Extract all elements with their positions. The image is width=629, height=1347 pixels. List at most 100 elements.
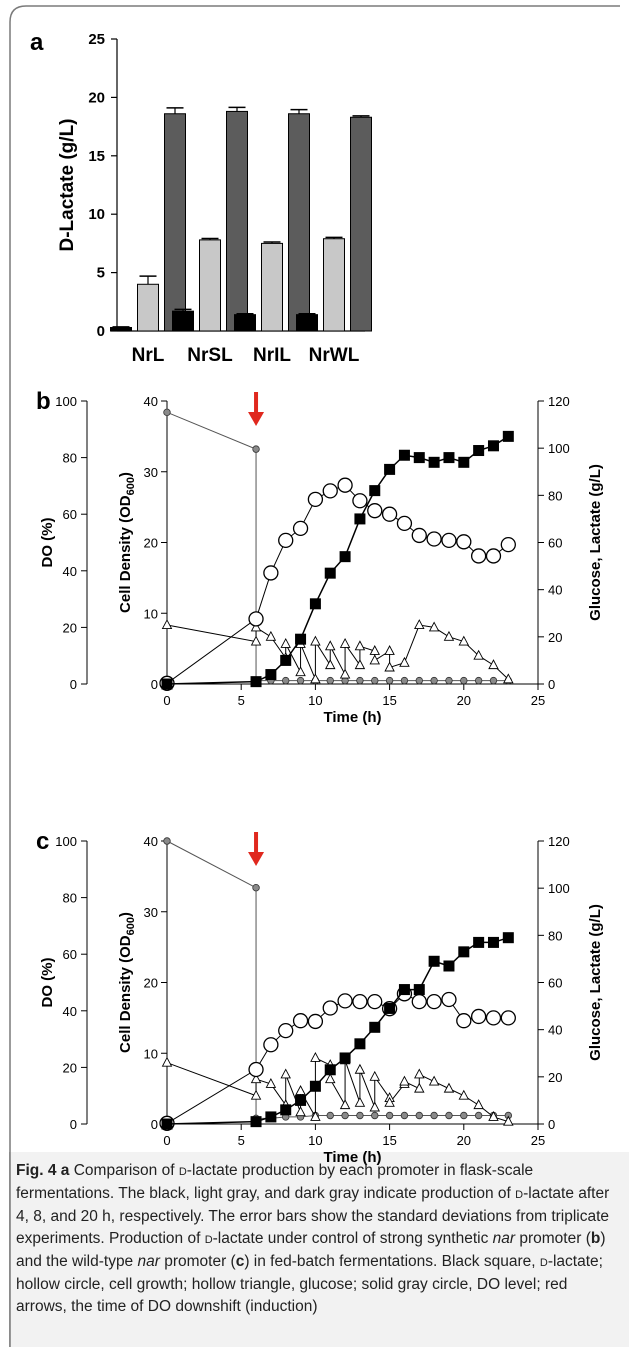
bar [288,113,310,332]
caption-small-caps-d: D [204,1234,213,1246]
glucose-marker [339,668,351,679]
lactate-marker [250,1116,262,1128]
lactate-marker [502,430,514,442]
glucose-marker [354,640,366,651]
glucose-marker [295,1085,306,1095]
bar [296,314,318,332]
cell-tick-label: 20 [144,976,158,991]
x-tick-label: 10 [308,1133,322,1148]
glucose-marker [324,640,336,651]
lactate-marker [443,960,455,972]
series-line-hollow-triangle [166,1057,509,1123]
cell-density-marker [307,1013,324,1030]
lactate-marker [265,669,277,681]
cell-tick-label: 0 [151,677,158,692]
x-category-label: NrIL [253,345,291,366]
caption-small-caps-d: D [178,1166,187,1178]
lactate-marker [487,440,499,452]
right-tick-label: 20 [548,630,562,645]
caption-fig-label: Fig. 4 [16,1162,57,1179]
cell-density-marker [248,1061,264,1078]
cell-density-marker [485,548,502,564]
do-tick-label: 80 [63,451,77,466]
caption-panel-a: a [60,1162,70,1179]
bar [323,238,345,332]
glucose-marker [310,673,321,684]
glucose-marker [250,635,262,646]
bar [164,113,186,332]
x-tick-label: 20 [457,693,471,708]
cell-density-marker [322,483,338,499]
glucose-marker [473,1099,484,1110]
caption-text: -lactate; hollow circle, cell growth; ho… [16,1253,603,1315]
cell-tick-label: 0 [151,1117,158,1132]
do-marker [430,1111,438,1120]
do-marker [460,676,468,685]
caption-text: -lactate after 4, 8, and 20 h, respectiv… [16,1185,610,1247]
bar [110,326,132,332]
caption-text: ) and the wild-type [16,1230,606,1270]
glucose-marker [414,1082,425,1093]
cell-density-marker [381,506,398,522]
do-marker [460,1111,468,1120]
cell-density-marker [367,993,383,1010]
glucose-marker [458,1089,470,1100]
glucose-marker [354,1063,366,1074]
bar [261,242,283,332]
cell-tick-label: 40 [144,834,158,849]
cell-density-marker [263,565,279,581]
glucose-marker [384,645,395,655]
series-line-hollow-circle [166,484,509,684]
line-chart-panel-c: c 0 20 40 60 80 100 0 10 20 30 40 0 20 40 60 80 100 120 0 5 1… [36,828,604,1166]
do-marker [252,445,260,453]
cell-density-marker [456,1013,472,1029]
caption-panel-c: c [235,1253,245,1270]
do-axis-label: DO (%) [39,518,56,568]
glucose-marker [369,1070,381,1081]
do-marker [489,676,498,685]
x-tick-label: 0 [163,693,170,708]
bar [199,239,221,332]
do-tick-label: 60 [63,947,77,962]
bar [234,314,256,332]
glucose-marker [354,1096,366,1107]
glucose-marker [250,621,262,632]
do-marker [385,676,394,685]
lactate-marker [295,633,307,645]
glucose-marker [310,635,321,646]
glucose-marker [354,659,366,670]
lactate-marker [280,1104,292,1116]
do-marker [163,408,171,417]
do-tick-label: 80 [63,891,77,906]
lactate-marker [309,1080,321,1092]
right-tick-label: 100 [548,881,570,896]
glucose-marker [458,635,470,646]
do-tick-label: 40 [63,564,77,579]
glucose-marker [161,1056,173,1067]
cell-density-marker [307,491,324,507]
do-axis-label: DO (%) [39,958,56,1008]
do-marker [371,1111,379,1120]
cell-density-marker [500,1010,516,1026]
bar-chart-panel-a: a 0 5 10 15 20 25 D-Lactate (g/L) NrL NrSL NrIL NrW… [30,29,372,366]
do-tick-label: 0 [70,1117,77,1132]
do-marker [326,676,334,685]
cell-density-marker [322,1000,338,1016]
lactate-marker [354,513,366,525]
bar [350,116,372,332]
cell-density-marker [278,1022,294,1039]
x-tick-label: 10 [308,693,322,708]
x-tick-label: 25 [531,693,545,708]
cell-tick-label: 10 [144,1046,158,1061]
glucose-marker [265,630,277,641]
do-marker [341,1111,349,1120]
glucose-marker [503,673,514,684]
glucose-marker [324,659,336,670]
glucose-marker [384,661,395,672]
glucose-marker [369,1101,381,1112]
line-chart-panel-b: b 0 20 40 60 80 100 0 10 20 30 40 0 20 40 60 80 100 120 0 5 1… [36,388,604,726]
do-tick-label: 60 [63,507,77,522]
series-line-filled-square [166,936,509,1125]
y-tick-label: 5 [97,265,105,282]
